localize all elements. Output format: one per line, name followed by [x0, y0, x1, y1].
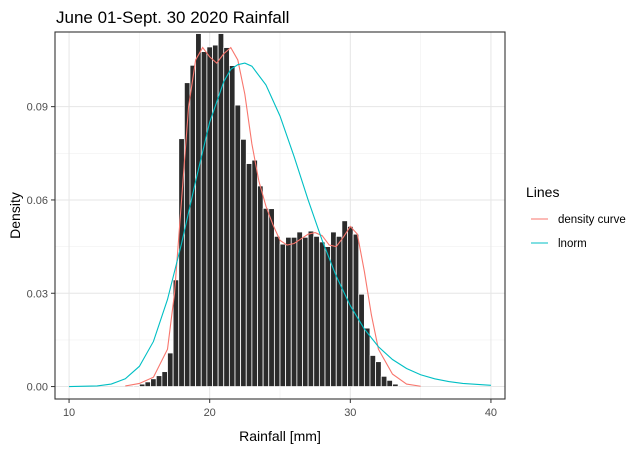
histogram-bar	[302, 236, 309, 387]
x-tick-label: 40	[485, 407, 497, 419]
histogram-bar	[167, 352, 174, 387]
x-tick-label: 20	[204, 407, 216, 419]
y-axis: 0.00 0.03 0.06 0.09	[27, 102, 55, 394]
histogram-bar	[341, 220, 348, 387]
histogram-bar	[195, 33, 202, 387]
x-axis-title: Rainfall [mm]	[239, 428, 321, 444]
histogram-bar	[290, 236, 298, 387]
histogram-bar	[352, 233, 360, 387]
y-tick-label: 0.03	[27, 288, 48, 300]
x-tick-label: 10	[63, 407, 75, 419]
histogram-bar	[318, 241, 326, 387]
series-line-lnorm	[69, 62, 491, 388]
plot-panel	[54, 31, 506, 400]
y-tick-label: 0.09	[27, 102, 48, 114]
histogram-bars	[133, 33, 399, 387]
histogram-bar	[380, 375, 388, 387]
x-tick-label: 30	[344, 407, 356, 419]
y-axis-title: Density	[7, 192, 23, 239]
legend-label-density-curve: density curve	[558, 214, 626, 226]
histogram-bar	[363, 327, 371, 387]
series-lines	[69, 46, 491, 388]
histogram-bar	[223, 47, 230, 387]
histogram-bar	[313, 235, 320, 387]
legend: Lines density curve lnorm	[526, 184, 626, 250]
histogram-bar	[245, 163, 253, 387]
histogram-bar	[161, 371, 168, 387]
histogram-bar	[251, 159, 258, 387]
histogram-bar	[212, 44, 219, 387]
legend-item-density-curve: density curve	[531, 214, 626, 226]
histogram-bar	[268, 208, 275, 387]
histogram-bar	[200, 51, 208, 387]
legend-item-lnorm: lnorm	[531, 238, 587, 250]
chart-title: June 01-Sept. 30 2020 Rainfall	[56, 8, 289, 27]
legend-title: Lines	[526, 184, 559, 200]
histogram-bar	[138, 383, 146, 387]
histogram-bar	[133, 385, 140, 387]
histogram-bar	[392, 383, 399, 387]
histogram-bar	[324, 246, 332, 387]
histogram-bar	[307, 230, 315, 387]
histogram-bar	[150, 378, 157, 387]
histogram-bar	[369, 355, 377, 387]
histogram-bar	[228, 65, 236, 387]
histogram-bar	[240, 138, 247, 387]
legend-label-lnorm: lnorm	[558, 238, 587, 250]
histogram-bar	[262, 207, 270, 387]
plot-border	[54, 31, 506, 400]
histogram-bar	[279, 243, 287, 387]
histogram-bar	[335, 235, 343, 387]
histogram-bar	[386, 379, 393, 387]
y-tick-label: 0.06	[27, 195, 48, 207]
histogram-bar	[296, 231, 303, 387]
histogram-bar	[144, 381, 152, 387]
histogram-bar	[189, 64, 197, 387]
histogram-bar	[217, 33, 225, 387]
histogram-bar	[155, 375, 163, 387]
histogram-bar	[234, 104, 242, 387]
histogram-bar	[257, 185, 264, 387]
histogram-bar	[330, 231, 337, 387]
series-line-density-curve	[125, 46, 421, 387]
histogram-bar	[358, 293, 365, 387]
histogram-bar	[375, 361, 382, 387]
histogram-bar	[273, 235, 281, 387]
y-tick-label: 0.00	[27, 382, 48, 394]
x-axis: 10 20 30 40	[63, 399, 497, 419]
histogram-bar	[206, 46, 213, 387]
histogram-bar	[285, 236, 292, 387]
